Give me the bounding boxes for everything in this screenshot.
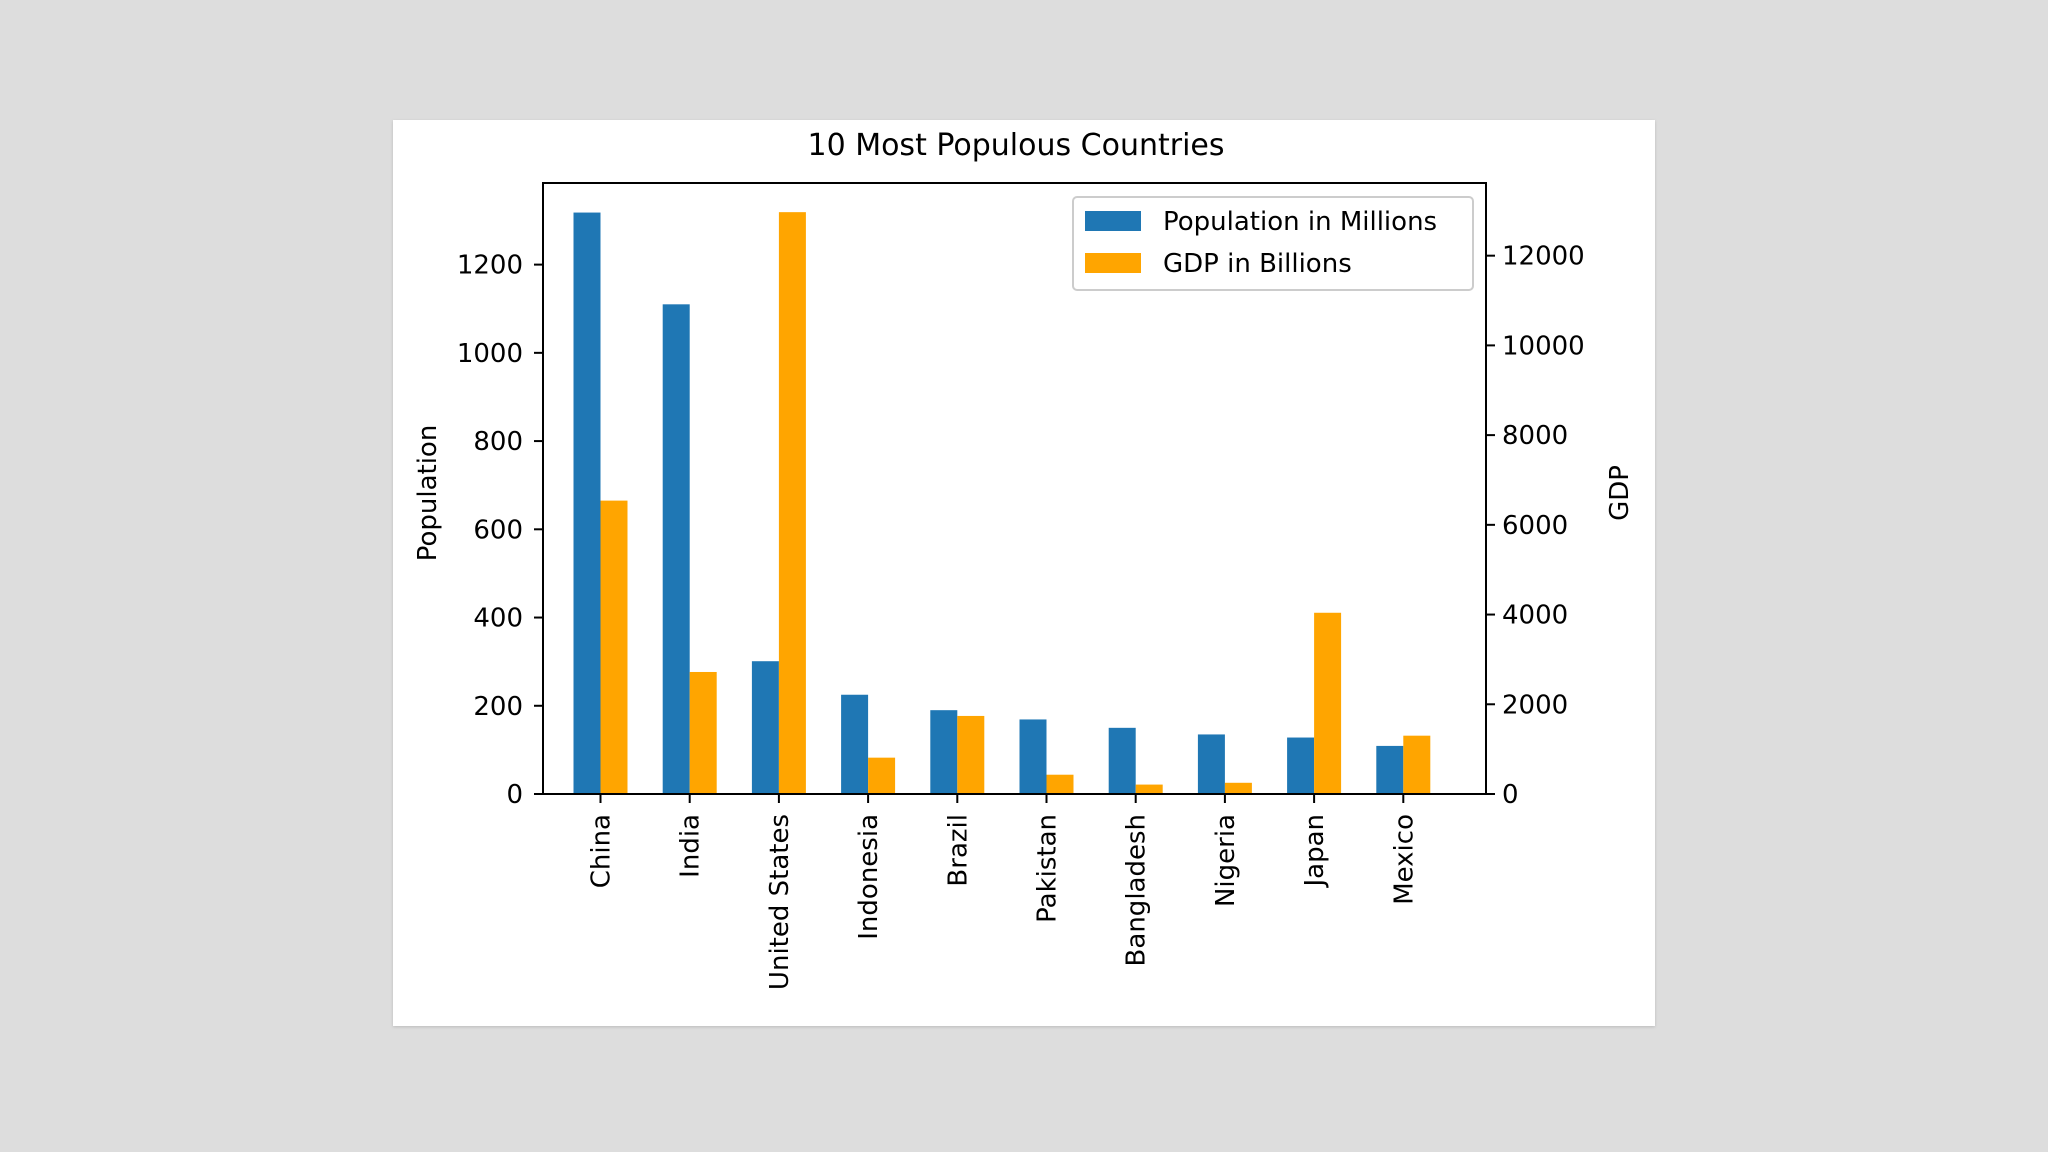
y-tick-label-right: 12000 <box>1502 242 1585 272</box>
y-axis-label-right: GDP <box>1605 465 1635 521</box>
bar-gdp-mexico <box>1403 735 1431 794</box>
chart-title: 10 Most Populous Countries <box>807 128 1224 163</box>
x-tick-label: Nigeria <box>1211 814 1241 907</box>
x-tick-label: Mexico <box>1389 814 1419 905</box>
plot-frame <box>542 182 1487 795</box>
y-tick-label-right: 2000 <box>1502 690 1568 720</box>
y-tick-label-left: 600 <box>473 515 523 545</box>
legend-swatch-population <box>1085 211 1141 231</box>
y-tick-label-right: 10000 <box>1502 331 1585 361</box>
right-axis: 0 2000 4000 6000 8000 10000 12000 <box>1486 242 1585 810</box>
bar-gdp-indonesia <box>868 757 896 794</box>
bar-gdp-india <box>689 671 717 794</box>
bar-gdp-pakistan <box>1046 774 1074 794</box>
bar-gdp-japan <box>1314 612 1342 794</box>
x-tick-label: Bangladesh <box>1122 814 1152 966</box>
bar-gdp-nigeria <box>1224 782 1252 794</box>
y-axis-label-left: Population <box>413 425 443 562</box>
bar-gdp-china <box>600 500 628 794</box>
x-tick-label: United States <box>765 814 795 990</box>
x-tick-label: China <box>587 814 617 888</box>
x-tick-label: Pakistan <box>1033 814 1063 923</box>
chart: 10 Most Populous Countries 0 200 400 600 800… <box>413 128 1635 990</box>
y-tick-label-left: 200 <box>473 692 523 722</box>
bar-population-nigeria <box>1197 734 1225 794</box>
y-tick-label-left: 1000 <box>457 339 523 369</box>
y-tick-label-left: 1200 <box>457 251 523 281</box>
bar-gdp-united-states <box>778 212 806 795</box>
x-tick-label: Japan <box>1300 814 1330 889</box>
bar-population-united-states <box>751 661 779 794</box>
y-tick-label-left: 0 <box>506 780 523 810</box>
legend-box <box>1072 196 1474 291</box>
chart-card: 10 Most Populous Countries 0 200 400 600 800… <box>393 120 1655 1026</box>
legend: Population in Millions GDP in Billions <box>1072 196 1474 291</box>
legend-label-gdp: GDP in Billions <box>1163 249 1352 279</box>
legend-swatch-gdp <box>1085 253 1141 273</box>
bar-gdp-brazil <box>957 715 985 794</box>
bar-population-brazil <box>930 710 958 794</box>
x-axis: China India United States Indonesia Brazil Pa… <box>587 794 1419 990</box>
y-tick-label-right: 4000 <box>1502 601 1568 631</box>
bar-population-india <box>662 304 690 794</box>
bar-population-indonesia <box>841 694 869 794</box>
bar-population-japan <box>1287 737 1315 794</box>
bar-population-bangladesh <box>1108 727 1136 794</box>
x-tick-label: Brazil <box>943 814 973 887</box>
legend-label-population: Population in Millions <box>1163 207 1437 237</box>
y-tick-label-right: 0 <box>1502 780 1519 810</box>
bar-population-pakistan <box>1019 719 1047 794</box>
y-tick-label-right: 6000 <box>1502 511 1568 541</box>
left-axis: 0 200 400 600 800 1000 1200 <box>457 251 543 810</box>
x-tick-label: Indonesia <box>854 814 884 940</box>
bars-layer <box>573 212 1431 795</box>
y-tick-label-left: 400 <box>473 604 523 634</box>
y-tick-label-left: 800 <box>473 427 523 457</box>
y-tick-label-right: 8000 <box>1502 421 1568 451</box>
bar-gdp-bangladesh <box>1135 784 1163 794</box>
bar-population-mexico <box>1376 745 1404 794</box>
bar-population-china <box>573 212 601 795</box>
x-tick-label: India <box>676 814 706 878</box>
